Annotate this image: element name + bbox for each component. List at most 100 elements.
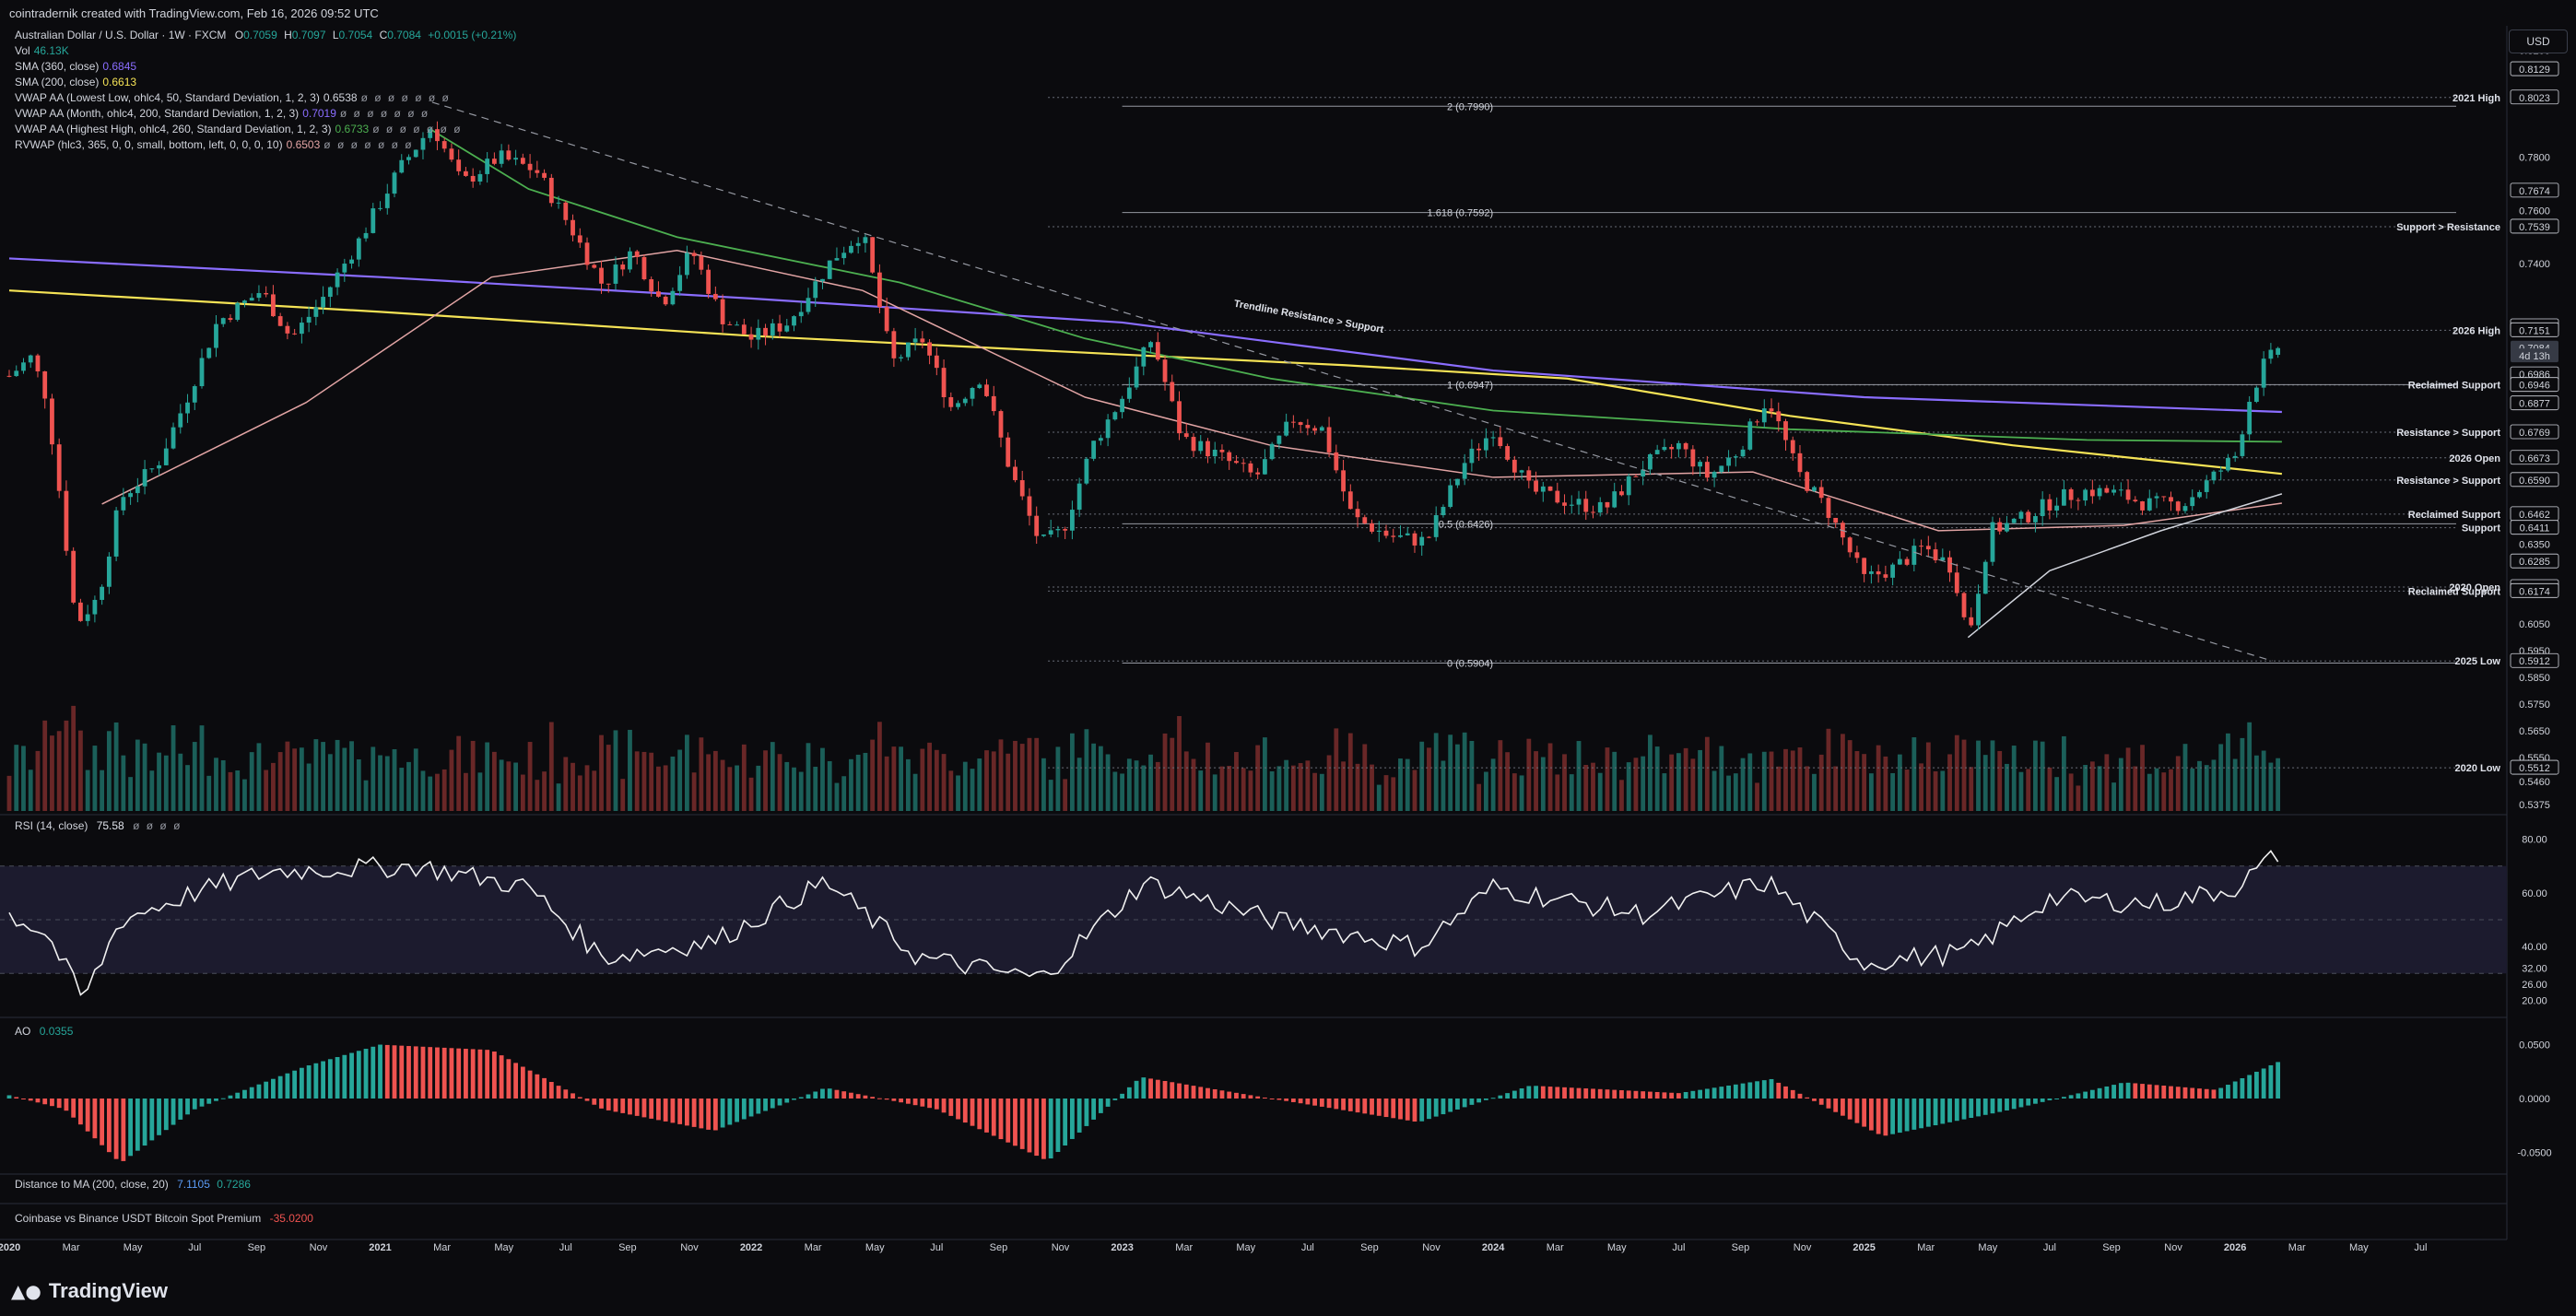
time-tick: Mar <box>1547 1242 1564 1253</box>
candle <box>378 207 382 209</box>
volume-bar <box>763 750 768 811</box>
ao-bar <box>2211 1089 2217 1099</box>
volume-bar <box>905 758 911 811</box>
candle <box>1055 529 1061 531</box>
volume-bar <box>934 749 939 811</box>
ao-bar <box>784 1099 790 1103</box>
ao-bar <box>2068 1095 2074 1099</box>
indicator-legend-row[interactable]: VWAP AA (Highest High, ohlc4, 260, Stand… <box>15 122 463 137</box>
time-tick: Nov <box>1794 1242 1812 1253</box>
indicator-legend-row[interactable]: SMA (200, close) 0.6613 <box>15 75 136 90</box>
candle <box>214 323 218 348</box>
ao-bar <box>1448 1099 1453 1112</box>
volume-bar <box>2276 758 2281 811</box>
time-tick: May <box>865 1242 885 1253</box>
ao-bar <box>1925 1099 1931 1127</box>
volume-bar <box>1326 755 1332 811</box>
ao-bar <box>712 1099 718 1131</box>
volume-bar <box>2197 760 2202 811</box>
volume-bar <box>406 761 411 811</box>
price-tag <box>2510 759 2559 775</box>
brand-name: TradingView <box>48 1279 169 1302</box>
candle <box>1084 458 1089 484</box>
premium-legend[interactable]: Coinbase vs Binance USDT Bitcoin Spot Pr… <box>15 1212 313 1225</box>
price-tick: 0.6946 <box>2519 381 2550 392</box>
volume-bar <box>1519 775 1524 811</box>
indicator-legend-row[interactable]: Vol 46.13K <box>15 43 69 59</box>
price-tick: 0.5912 <box>2519 656 2550 667</box>
candle <box>399 159 405 173</box>
candle <box>1690 449 1696 467</box>
volume-bar <box>1134 760 1139 811</box>
volume-bar <box>56 731 62 811</box>
ao-bar <box>1284 1099 1289 1101</box>
distance-ma-value1: 7.1105 <box>177 1178 210 1191</box>
tradingview-brand[interactable]: ▲● TradingView <box>11 1279 168 1303</box>
volume-bar <box>2104 754 2110 811</box>
ao-bar <box>1547 1087 1553 1099</box>
candle <box>1769 408 1774 412</box>
ao-bar <box>277 1075 283 1099</box>
price-tick: 0.5375 <box>2519 800 2550 811</box>
ao-bar <box>1034 1099 1040 1157</box>
volume-bar <box>899 746 904 811</box>
rsi-legend[interactable]: RSI (14, close) 75.58 ø ø ø ø <box>15 819 182 832</box>
symbol-name[interactable]: Australian Dollar / U.S. Dollar · 1W · F… <box>15 29 227 41</box>
level-label: 2026 High <box>2452 325 2500 336</box>
indicator-legend-row[interactable]: SMA (360, close) 0.6845 <box>15 59 136 75</box>
volume-bar <box>1733 773 1738 811</box>
candle <box>1562 502 1567 506</box>
ao-bar <box>1826 1099 1831 1109</box>
ao-bar <box>1370 1099 1374 1115</box>
volume-bar <box>206 775 212 811</box>
indicator-legend-row[interactable]: RVWAP (hlc3, 365, 0, 0, small, bottom, l… <box>15 137 414 153</box>
candle <box>464 170 468 176</box>
symbol-legend[interactable]: Australian Dollar / U.S. Dollar · 1W · F… <box>15 28 516 43</box>
indicator-legend-row[interactable]: VWAP AA (Month, ohlc4, 200, Standard Dev… <box>15 106 429 122</box>
candle <box>2111 489 2116 493</box>
candle <box>1961 593 1967 617</box>
ao-bar <box>1041 1099 1046 1159</box>
ao-legend[interactable]: AO 0.0355 <box>15 1025 73 1038</box>
volume-bar <box>855 754 861 811</box>
candle <box>171 427 176 449</box>
volume-bar <box>2190 768 2195 811</box>
candle <box>1704 462 1710 478</box>
ao-bar <box>1334 1099 1339 1110</box>
candle <box>1006 437 1011 467</box>
volume-bar <box>956 775 960 811</box>
candle <box>948 397 954 407</box>
volume-bar <box>1055 746 1061 811</box>
candle <box>1305 425 1311 429</box>
ao-bar <box>1868 1099 1874 1131</box>
ao-bar <box>1534 1086 1538 1099</box>
candle <box>242 300 247 303</box>
currency-button[interactable]: USD <box>2509 29 2568 53</box>
candle <box>1654 450 1660 454</box>
volume-bar <box>720 759 725 811</box>
ao-bar <box>927 1099 932 1109</box>
candle <box>477 173 483 182</box>
candle <box>6 375 12 377</box>
candle <box>1818 487 1824 499</box>
volume-bar <box>2026 769 2031 811</box>
candle <box>2226 457 2230 471</box>
candle <box>855 242 861 246</box>
candle <box>1483 438 1488 451</box>
distance-ma-legend[interactable]: Distance to MA (200, close, 20) 7.1105 0… <box>15 1178 251 1191</box>
candle <box>1719 465 1724 473</box>
volume-bar <box>6 775 12 811</box>
indicator-legend-row[interactable]: VWAP AA (Lowest Low, ohlc4, 50, Standard… <box>15 90 451 106</box>
ao-bar <box>863 1095 868 1099</box>
ao-bar <box>2247 1075 2253 1099</box>
volume-bar <box>1084 729 1089 811</box>
candle <box>1897 558 1902 565</box>
volume-bar <box>1455 744 1460 811</box>
ao-bar <box>1027 1099 1032 1153</box>
volume-bar <box>163 755 169 811</box>
volume-bar <box>1641 756 1646 811</box>
volume-bar <box>1034 737 1040 811</box>
candle <box>1597 501 1603 513</box>
ao-bar <box>1847 1099 1853 1120</box>
